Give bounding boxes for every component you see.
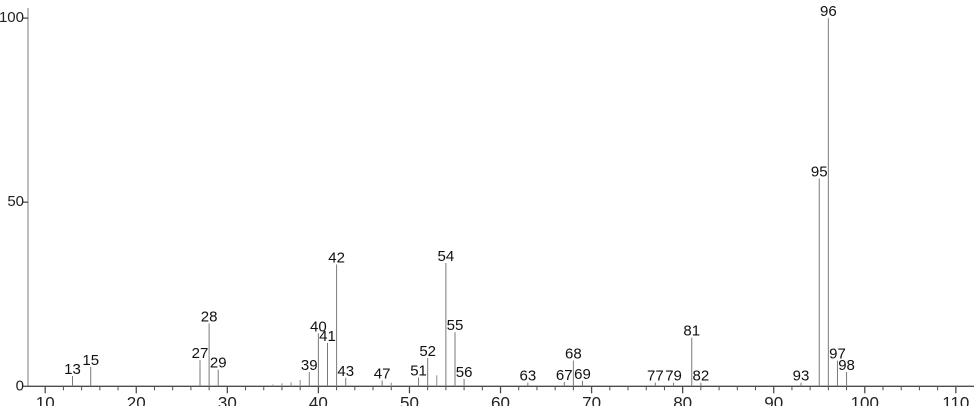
- svg-text:69: 69: [574, 366, 591, 383]
- svg-text:41: 41: [319, 328, 336, 345]
- svg-text:10: 10: [36, 393, 55, 406]
- svg-text:13: 13: [64, 361, 81, 378]
- svg-text:30: 30: [218, 393, 237, 406]
- svg-text:55: 55: [447, 317, 464, 334]
- svg-text:27: 27: [192, 345, 209, 362]
- svg-text:29: 29: [210, 355, 227, 372]
- svg-text:39: 39: [301, 357, 318, 374]
- svg-text:80: 80: [673, 393, 692, 406]
- svg-text:28: 28: [201, 308, 218, 325]
- svg-text:0: 0: [16, 377, 24, 394]
- svg-text:50: 50: [7, 193, 24, 210]
- svg-text:42: 42: [328, 249, 345, 266]
- svg-text:20: 20: [127, 393, 146, 406]
- svg-text:81: 81: [683, 323, 700, 340]
- svg-text:43: 43: [337, 363, 354, 380]
- svg-text:79: 79: [665, 368, 682, 385]
- svg-text:95: 95: [811, 164, 828, 181]
- svg-text:70: 70: [582, 393, 601, 406]
- svg-text:98: 98: [838, 357, 855, 374]
- svg-text:15: 15: [82, 352, 99, 369]
- svg-text:40: 40: [309, 393, 328, 406]
- svg-text:100: 100: [0, 9, 24, 26]
- svg-text:50: 50: [400, 393, 419, 406]
- svg-text:93: 93: [793, 368, 810, 385]
- svg-text:77: 77: [647, 368, 664, 385]
- svg-text:67: 67: [556, 367, 573, 384]
- svg-text:47: 47: [374, 365, 391, 382]
- svg-text:90: 90: [764, 393, 783, 406]
- svg-text:100: 100: [851, 393, 879, 406]
- svg-text:52: 52: [419, 343, 436, 360]
- svg-text:110: 110: [942, 393, 969, 406]
- svg-text:54: 54: [438, 248, 455, 265]
- svg-text:96: 96: [820, 3, 837, 20]
- svg-text:56: 56: [456, 364, 473, 381]
- svg-text:82: 82: [693, 368, 710, 385]
- svg-text:51: 51: [410, 362, 427, 379]
- svg-text:63: 63: [519, 368, 536, 385]
- svg-text:68: 68: [565, 346, 582, 363]
- svg-text:60: 60: [491, 393, 510, 406]
